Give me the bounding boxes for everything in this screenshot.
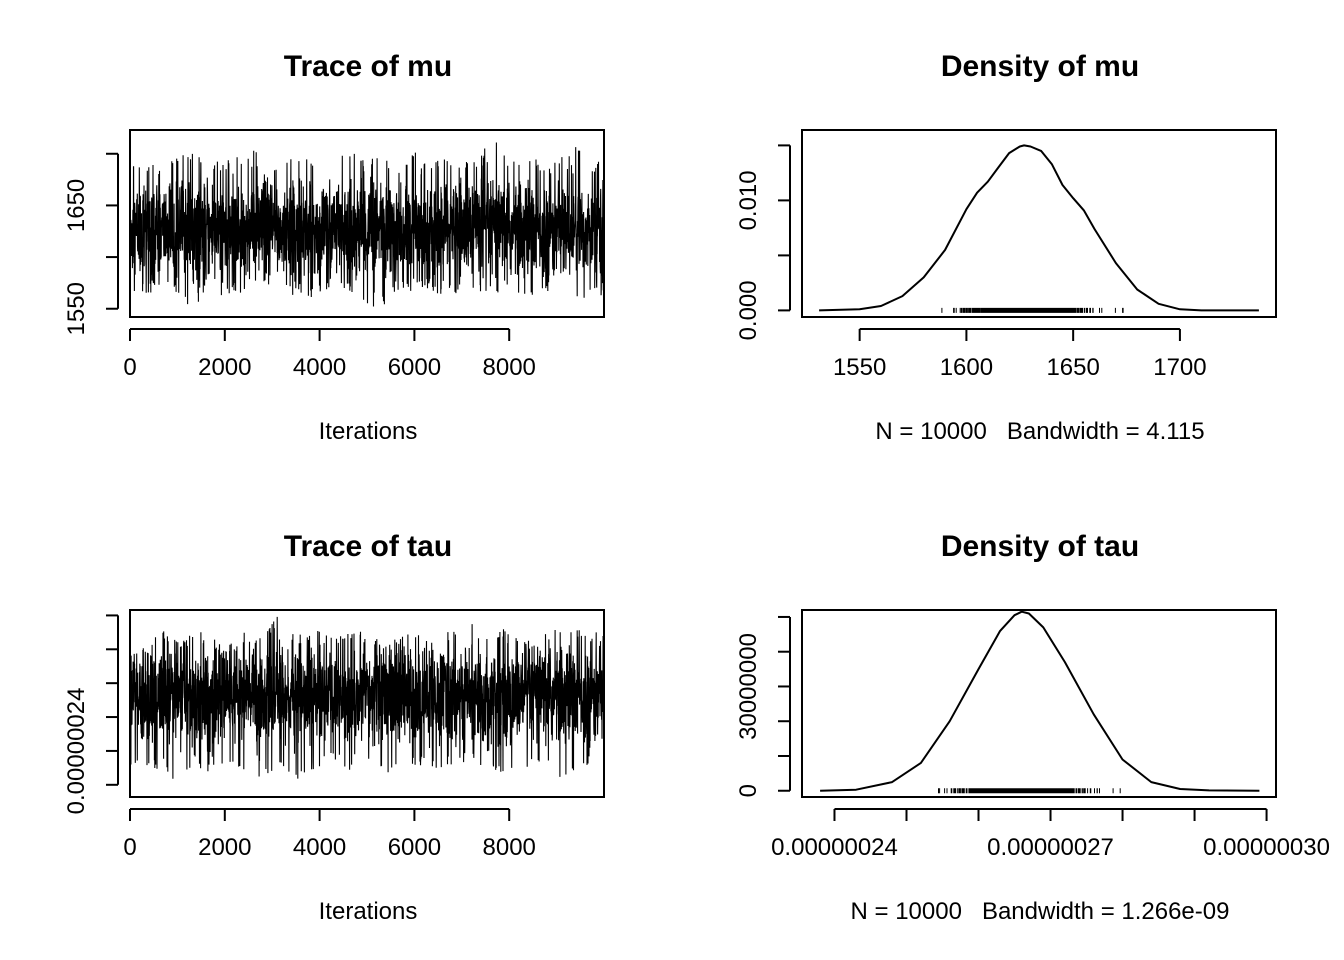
trace-tau-title: Trace of tau [284,530,452,563]
trace-mu-x-axis: 0 2000 4000 6000 8000 [123,329,536,381]
trace-mu-title: Trace of mu [284,50,452,83]
density-mu-y-axis: 0.000 0.010 [735,145,790,340]
trace-tau-y-axis: 0.00000024 [63,615,118,814]
sample-rug [942,308,1123,313]
trace-tau-panel: Trace of tau 0 2000 4000 6000 8000 0.0000002… [63,530,604,925]
x-tick-label: 8000 [483,354,536,381]
density-tau-x-axis: 0.00000024 0.00000027 0.00000030 [771,809,1330,861]
density-curve [819,145,1259,310]
trace-line [130,143,604,307]
x-tick-label: 2000 [198,354,251,381]
x-tick-label: 0 [123,354,136,381]
y-tick-label: 0 [735,784,762,797]
trace-tau-trace [130,617,604,779]
density-tau-x-label: N = 10000 Bandwidth = 1.266e-09 [851,898,1230,925]
x-tick-label: 1550 [833,354,886,381]
y-tick-label: 30000000 [735,633,762,740]
sample-rug [939,788,1121,793]
y-tick-label: 0.000 [735,280,762,340]
density-tau-title: Density of tau [941,530,1139,563]
y-tick-label: 0.00000024 [63,688,90,815]
x-tick-label: 0.00000027 [987,834,1114,861]
density-mu-title: Density of mu [941,50,1139,83]
y-tick-label: 0.010 [735,170,762,230]
trace-mu-panel: Trace of mu 0 2000 4000 6000 8000 1550 1650 I… [63,50,604,445]
trace-mu-trace [130,143,604,307]
y-tick-label: 1550 [63,282,90,335]
x-tick-label: 4000 [293,354,346,381]
x-tick-label: 0.00000030 [1203,834,1330,861]
x-tick-label: 1600 [940,354,993,381]
density-tau-plot-frame [802,610,1276,797]
x-tick-label: 1650 [1046,354,1099,381]
density-mu-plot-frame [802,130,1276,317]
y-tick-label: 1650 [63,179,90,232]
density-mu-panel: Density of mu 1550 1600 1650 1700 0.000 0.01… [735,50,1276,445]
density-mu-curve-group [819,145,1259,313]
density-tau-y-axis: 0 30000000 [735,617,790,797]
x-tick-label: 6000 [388,834,441,861]
trace-mu-x-label: Iterations [319,418,418,445]
x-tick-label: 8000 [483,834,536,861]
x-tick-label: 1700 [1153,354,1206,381]
trace-tau-x-label: Iterations [319,898,418,925]
density-mu-x-axis: 1550 1600 1650 1700 [833,329,1207,381]
density-tau-curve-group [820,612,1259,794]
trace-tau-x-axis: 0 2000 4000 6000 8000 [123,809,536,861]
rug-ticks [942,308,1123,313]
density-curve [820,612,1259,791]
trace-line [130,617,604,779]
density-tau-panel: Density of tau 0.00000024 0.00000027 0.000… [735,530,1330,925]
x-tick-label: 4000 [293,834,346,861]
x-tick-label: 6000 [388,354,441,381]
x-tick-label: 0.00000024 [771,834,898,861]
x-tick-label: 2000 [198,834,251,861]
trace-mu-y-axis: 1550 1650 [63,154,118,336]
x-tick-label: 0 [123,834,136,861]
density-mu-x-label: N = 10000 Bandwidth = 4.115 [875,418,1204,445]
rug-ticks [939,788,1121,793]
